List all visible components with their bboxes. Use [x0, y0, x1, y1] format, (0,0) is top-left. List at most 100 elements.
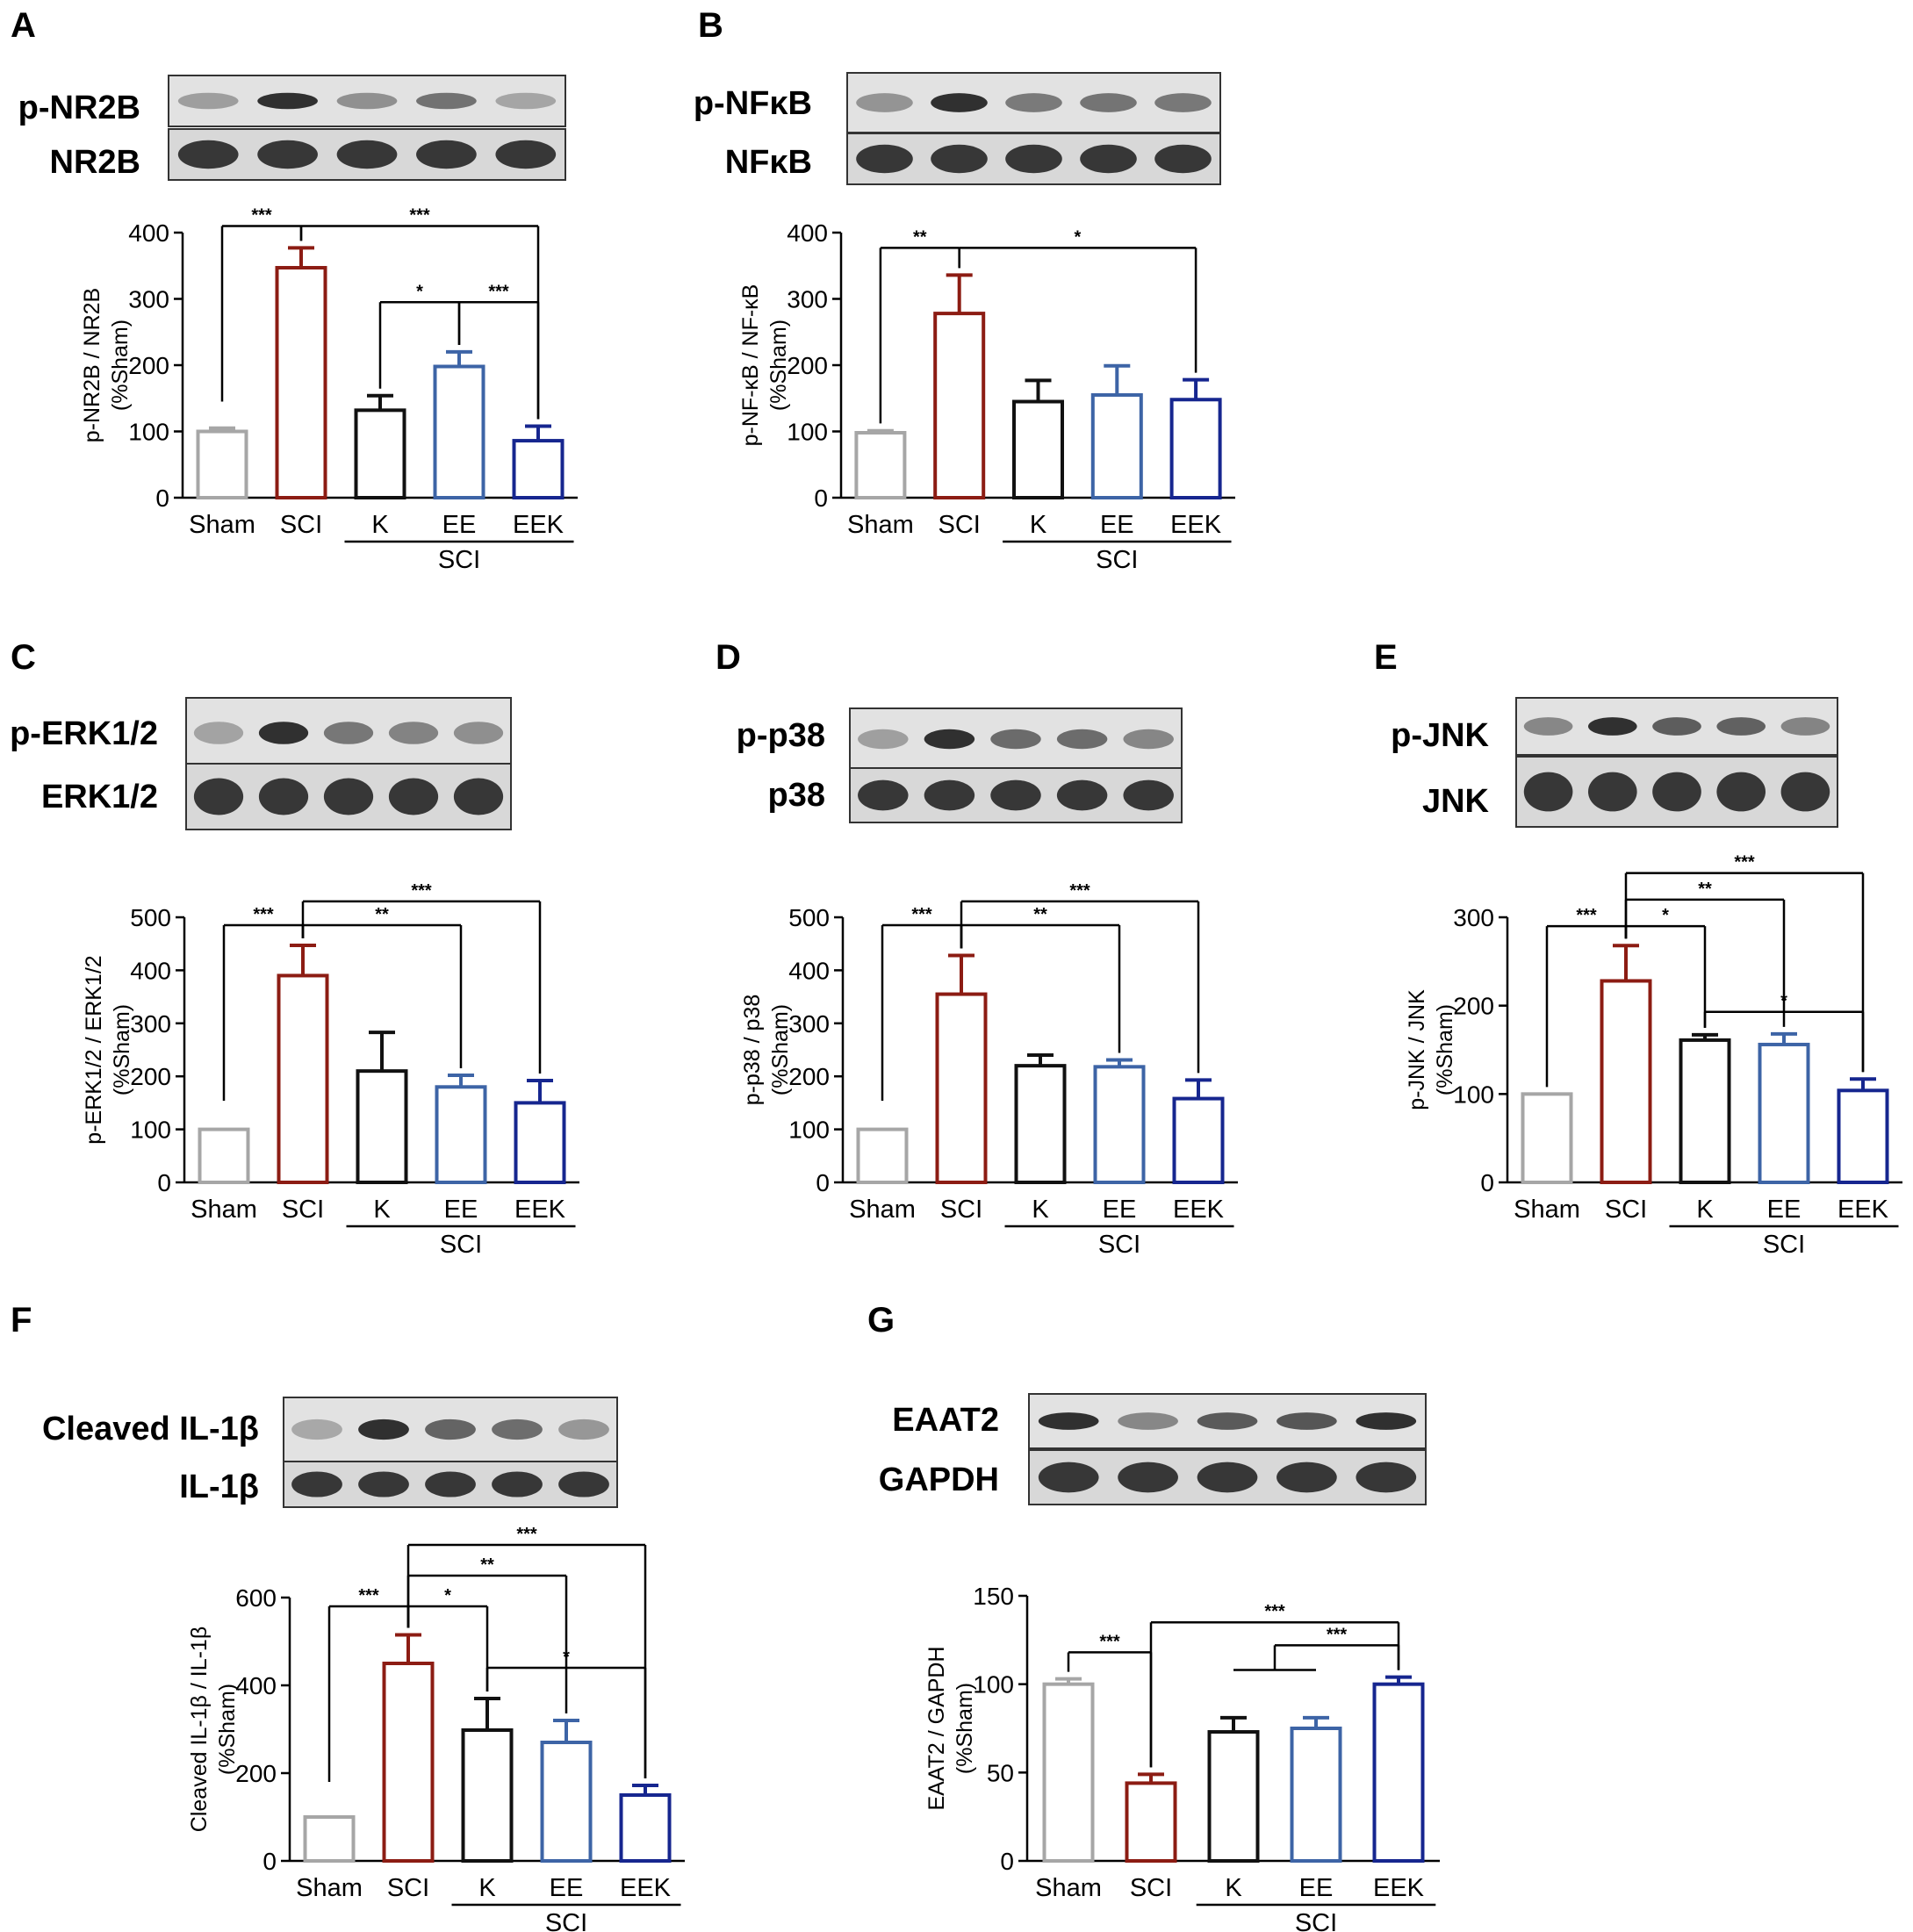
bar [1521, 1092, 1573, 1185]
bar [1012, 399, 1064, 499]
significance-label: *** [409, 205, 430, 225]
bar [1207, 1730, 1260, 1863]
panel-letter: G [867, 1301, 895, 1339]
y-tick-label: 200 [130, 1063, 171, 1090]
y-axis-label: p-p38 / p38 [740, 995, 765, 1106]
blot-label: JNK [1422, 783, 1490, 820]
x-tick-label: EEK [514, 1196, 566, 1224]
significance-label: *** [253, 905, 274, 924]
x-tick-label: EE [444, 1196, 478, 1224]
blot-band [1005, 144, 1062, 174]
panel-letter: B [698, 6, 723, 45]
significance-label: * [1780, 992, 1787, 1011]
blot-label: NFκB [725, 144, 812, 181]
significance-bracket: *** [960, 881, 1200, 1074]
blot-band [924, 729, 975, 750]
group-label: SCI [1098, 1231, 1140, 1259]
blot-band [924, 779, 975, 811]
significance-label: *** [1327, 1625, 1348, 1644]
bar [1758, 1042, 1810, 1184]
bar [1290, 1727, 1342, 1863]
y-axis-label: Cleaved IL-1β / IL-1β [187, 1627, 212, 1832]
blot-band [453, 778, 504, 815]
significance-label: * [1075, 227, 1082, 247]
y-tick-label: 50 [987, 1759, 1014, 1786]
x-tick-label: Sham [849, 1196, 916, 1224]
blot-band [1523, 717, 1573, 736]
blot-label: p38 [768, 777, 825, 814]
significance-label: *** [1099, 1632, 1120, 1651]
significance-label: ** [1698, 880, 1712, 899]
significance-bracket: *** [1233, 1625, 1400, 1671]
y-axis-label: EAAT2 / GAPDH [924, 1646, 949, 1810]
x-tick-label: Sham [191, 1196, 257, 1224]
group-label: SCI [1096, 546, 1138, 574]
blot-band [1154, 144, 1212, 174]
blot-band [1523, 772, 1573, 812]
y-tick-label: 200 [787, 352, 828, 379]
x-tick-label: EE [550, 1874, 584, 1902]
blot-band [1716, 717, 1766, 736]
blot-band [358, 1471, 409, 1497]
blot-band [990, 779, 1041, 811]
significance-label: * [1662, 906, 1669, 925]
bar [354, 408, 406, 499]
blot-band [388, 722, 439, 744]
bar [1014, 1064, 1067, 1184]
blot-label: p-NR2B [18, 90, 140, 126]
x-tick-label: K [371, 511, 389, 539]
x-tick-label: Sham [296, 1874, 363, 1902]
blot-band [193, 778, 244, 815]
blot-strip [849, 767, 1183, 823]
y-tick-label: 300 [787, 286, 828, 313]
blot-band [495, 92, 557, 110]
blot-band [1356, 1412, 1417, 1430]
blot-label: p-p38 [737, 717, 825, 754]
blot-band [1056, 729, 1108, 750]
panel-b: Bp-NFκB NFκB 0 100 200 300 400 p-NF-κB / NF-κB(… [694, 6, 1235, 574]
y-tick-label: 100 [973, 1671, 1014, 1699]
significance-label: ** [375, 905, 389, 924]
significance-label: *** [488, 282, 509, 301]
x-tick-label: K [1696, 1196, 1714, 1224]
y-tick-label: 100 [787, 419, 828, 446]
y-tick-label: 400 [128, 219, 169, 247]
y-tick-label: 100 [1453, 1081, 1494, 1108]
blot-band [336, 92, 398, 110]
significance-label: ** [913, 227, 927, 247]
group-label: SCI [440, 1231, 482, 1259]
panel-letter: E [1374, 638, 1398, 677]
blot-band [291, 1471, 342, 1497]
blot-strip [846, 133, 1221, 185]
bar [619, 1793, 672, 1863]
bar [1090, 392, 1143, 500]
blot-strip [283, 1461, 618, 1508]
blot-band [1123, 779, 1174, 811]
blot-label: p-NFκB [694, 85, 812, 122]
significance-label: * [416, 282, 423, 301]
bar [275, 266, 327, 499]
x-tick-label: SCI [1605, 1196, 1647, 1224]
x-tick-label: Sham [1035, 1874, 1102, 1902]
blot-band [1038, 1412, 1099, 1430]
blot-band [1277, 1412, 1337, 1430]
y-tick-label: 0 [157, 1169, 171, 1196]
significance-label: *** [1264, 1602, 1285, 1621]
panel-g: G EAAT2 GAPDH 0 50 100 150 EAAT2 / GAPDH (%Sham)… [867, 1301, 1440, 1932]
bar [512, 439, 565, 500]
blot-label: p-JNK [1391, 717, 1489, 754]
blot-band [258, 778, 309, 815]
blot-band [323, 722, 374, 744]
blot-band [416, 140, 477, 169]
blot-band [1780, 717, 1830, 736]
x-tick-label: K [1225, 1874, 1242, 1902]
bar [461, 1728, 514, 1863]
significance-label: *** [358, 1586, 379, 1605]
blot-band [425, 1418, 476, 1440]
y-axis-label: (%Sham) [1433, 1004, 1457, 1095]
y-tick-label: 150 [973, 1583, 1014, 1610]
blot-band [492, 1418, 543, 1440]
significance-bracket: * [485, 1648, 647, 1778]
panel-letter: F [11, 1301, 32, 1339]
